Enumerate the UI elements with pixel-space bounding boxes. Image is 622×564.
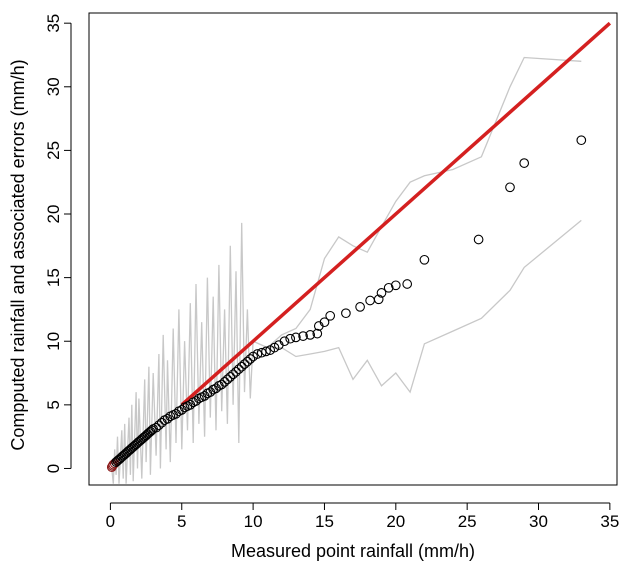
data-point (228, 369, 238, 380)
data-point (312, 328, 323, 339)
data-point (216, 379, 227, 390)
data-point (154, 420, 164, 431)
y-tick-label: 30 (44, 77, 63, 96)
x-axis-title: Measured point rainfall (mm/h) (231, 541, 475, 561)
x-tick-label: 35 (600, 512, 619, 531)
data-point (376, 288, 387, 298)
x-axis: 0 5 10 15 20 25 30 35 (106, 502, 619, 531)
data-point (239, 359, 250, 369)
data-point (231, 366, 241, 377)
data-point (245, 354, 256, 364)
x-tick-label: 0 (106, 512, 115, 531)
data-point (355, 302, 365, 312)
data-point (390, 280, 401, 291)
identity-line (180, 21, 612, 407)
plot-frame (88, 12, 618, 486)
data-point (151, 422, 161, 433)
x-tick-label: 15 (315, 512, 334, 531)
data-point (291, 332, 301, 343)
data-point (519, 158, 530, 168)
lower-error-line (252, 219, 582, 394)
data-point (233, 364, 244, 375)
data-point (256, 347, 267, 358)
y-axis: 0 5 10 15 20 25 30 35 (44, 14, 72, 473)
x-tick-label: 25 (458, 512, 477, 531)
data-point (285, 333, 296, 344)
data-point (252, 349, 263, 359)
data-point (402, 279, 413, 289)
noisy-error-band-line (111, 222, 254, 484)
upper-error-line (252, 56, 582, 349)
data-point (373, 294, 384, 305)
y-tick-label: 20 (44, 205, 63, 224)
data-point (319, 317, 330, 328)
data-point (383, 282, 394, 293)
data-point (505, 182, 515, 193)
data-point (576, 135, 587, 146)
data-point (236, 361, 247, 372)
y-tick-label: 25 (44, 141, 63, 160)
y-tick-label: 10 (44, 332, 63, 351)
data-point (341, 308, 351, 319)
points-group (106, 135, 587, 473)
x-tick-label: 5 (177, 512, 186, 531)
y-tick-label: 35 (44, 14, 63, 33)
y-tick-label: 5 (44, 400, 63, 409)
data-point (473, 234, 484, 245)
data-point (419, 254, 430, 265)
x-tick-label: 30 (529, 512, 548, 531)
data-point (219, 377, 230, 387)
x-tick-label: 20 (386, 512, 405, 531)
data-point (222, 374, 233, 385)
error-lines-group (111, 56, 582, 484)
y-tick-label: 0 (44, 464, 63, 473)
data-point (225, 372, 236, 382)
identity-line-group (180, 21, 612, 407)
data-point (279, 336, 290, 347)
y-axis-title: Compputed rainfall and associated errors… (8, 59, 28, 450)
y-tick-label: 15 (44, 268, 63, 287)
x-tick-label: 10 (244, 512, 263, 531)
data-point (298, 331, 308, 341)
data-point (242, 356, 253, 367)
data-point (305, 330, 316, 340)
data-point (325, 310, 336, 321)
data-point (261, 346, 271, 357)
